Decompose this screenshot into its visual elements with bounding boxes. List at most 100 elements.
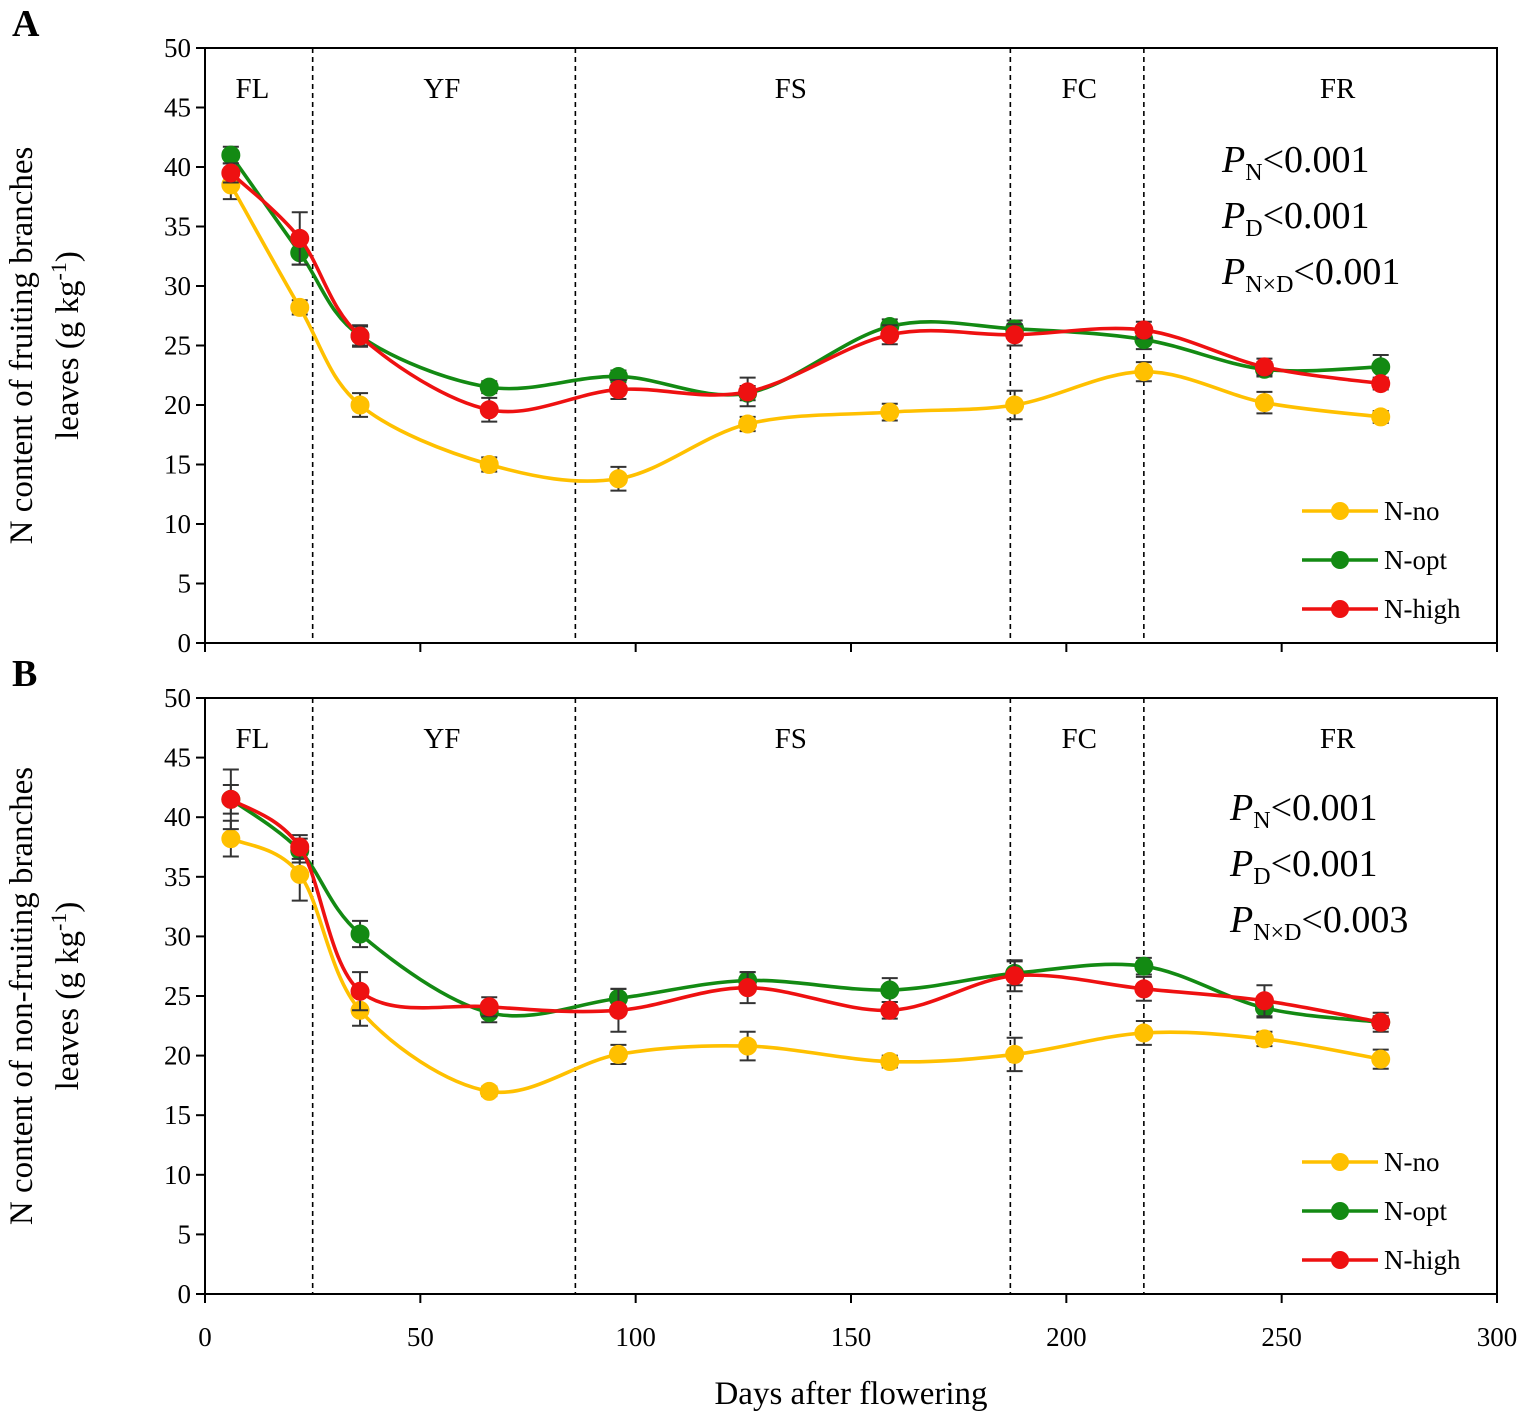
- data-point: [290, 228, 310, 248]
- series-n-no: [221, 819, 1391, 1101]
- series-n-high: [221, 768, 1391, 1033]
- data-point: [1005, 966, 1025, 986]
- data-point: [738, 414, 758, 434]
- y-tick-label: 35: [164, 862, 191, 892]
- y-axis-label-superscript: -1: [46, 913, 71, 931]
- stage-label-fc: FC: [1062, 723, 1097, 755]
- stat-value: <0.001: [1263, 195, 1370, 237]
- chart-panel-b: B 0 5 10 15 20 25 30 35 40 45 50 0 50 100 150 200 250 300 F…: [4, 653, 1517, 1412]
- data-point: [290, 297, 310, 317]
- y-axis-label-close: ): [50, 902, 86, 913]
- y-axis-label-line1: N content of non-fruiting branches: [4, 767, 40, 1225]
- data-point: [1134, 362, 1154, 382]
- y-tick-label: 5: [178, 1219, 192, 1249]
- stat-subscript: D: [1245, 216, 1262, 242]
- stat-symbol: P: [1221, 139, 1245, 181]
- data-point: [1134, 979, 1154, 999]
- data-point: [880, 1000, 900, 1020]
- series-line: [229, 154, 1381, 397]
- data-point: [221, 829, 241, 849]
- y-tick-label: 25: [164, 331, 191, 361]
- y-tick-label: 10: [164, 509, 191, 539]
- stage-label-fl: FL: [235, 73, 269, 105]
- y-tick-label: 30: [164, 921, 191, 951]
- data-point: [608, 1000, 628, 1020]
- y-axis-label-line2: leaves (g kg-1): [46, 251, 86, 440]
- data-point: [1371, 1049, 1391, 1069]
- stat-annotation: PN<0.001: [1221, 139, 1370, 186]
- y-tick-label: 0: [178, 1279, 192, 1309]
- y-tick-label: 5: [178, 569, 192, 599]
- x-tick-label: 50: [407, 1322, 434, 1352]
- data-point: [738, 382, 758, 402]
- plot-frame: [204, 47, 1498, 644]
- stat-symbol: P: [1229, 899, 1253, 941]
- legend-marker: [1331, 551, 1349, 569]
- y-tick-label: 35: [164, 212, 191, 242]
- data-point: [1371, 1012, 1391, 1032]
- series-n-no: [221, 169, 1391, 492]
- legend-label-n-no: N-no: [1384, 496, 1440, 526]
- legend: N-no N-opt N-high: [1302, 1147, 1461, 1275]
- stat-value: <0.001: [1293, 251, 1400, 293]
- y-tick-label: 20: [164, 1041, 191, 1071]
- stat-subscript: N×D: [1253, 920, 1301, 946]
- legend-label-n-high: N-high: [1384, 594, 1461, 624]
- data-point: [880, 325, 900, 345]
- stat-value: <0.001: [1271, 787, 1378, 829]
- y-tick-label: 15: [164, 1100, 191, 1130]
- stat-subscript: N: [1245, 160, 1262, 186]
- data-point: [479, 997, 499, 1017]
- x-tick-label: 200: [1046, 1322, 1087, 1352]
- stat-symbol: P: [1221, 195, 1245, 237]
- data-point: [1254, 357, 1274, 377]
- legend: N-no N-opt N-high: [1302, 496, 1461, 624]
- series-n-high: [221, 162, 1391, 423]
- y-tick-label: 30: [164, 271, 191, 301]
- data-point: [479, 455, 499, 474]
- y-axis-label-unit: leaves (g kg: [50, 280, 86, 439]
- data-point: [1371, 374, 1391, 394]
- y-tick-label: 15: [164, 450, 191, 480]
- y-axis-label-line2: leaves (g kg-1): [46, 902, 86, 1091]
- data-point: [290, 864, 310, 884]
- stat-value: <0.003: [1301, 899, 1408, 941]
- y-tick-label: 50: [164, 683, 191, 713]
- data-point: [880, 402, 900, 422]
- series-line: [230, 837, 1382, 1095]
- panel-letter: B: [12, 653, 37, 695]
- stat-value: <0.001: [1271, 843, 1378, 885]
- stat-subscript: N×D: [1245, 272, 1293, 298]
- data-point: [479, 377, 499, 397]
- data-point: [290, 837, 310, 857]
- legend-marker: [1331, 1153, 1349, 1171]
- data-point: [1134, 320, 1154, 340]
- y-axis-label-line1: N content of fruiting branches: [4, 147, 40, 545]
- data-point: [221, 789, 241, 809]
- stat-symbol: P: [1229, 787, 1253, 829]
- data-point: [608, 1044, 628, 1064]
- stat-symbol: P: [1221, 251, 1245, 293]
- y-tick-label: 45: [164, 743, 191, 773]
- data-point: [1371, 357, 1391, 377]
- data-point: [350, 924, 370, 944]
- data-point: [350, 981, 370, 1001]
- stage-label-fc: FC: [1062, 73, 1097, 105]
- x-tick-label: 300: [1477, 1322, 1518, 1352]
- stat-annotation: PN×D<0.001: [1221, 251, 1400, 298]
- stage-label-yf: YF: [423, 73, 460, 105]
- stat-value: <0.001: [1263, 139, 1370, 181]
- series-line: [229, 797, 1381, 1025]
- data-point: [738, 1036, 758, 1056]
- x-tick-label: 0: [198, 1322, 212, 1352]
- legend-marker: [1331, 1251, 1349, 1269]
- stat-annotation: PD<0.001: [1221, 195, 1370, 242]
- x-tick-label: 250: [1261, 1322, 1302, 1352]
- y-tick-label: 25: [164, 981, 191, 1011]
- x-tick-label: 150: [831, 1322, 872, 1352]
- legend-label-n-no: N-no: [1384, 1147, 1440, 1177]
- legend-marker: [1331, 502, 1349, 520]
- stat-annotation: PN<0.001: [1229, 787, 1378, 834]
- data-point: [880, 980, 900, 1000]
